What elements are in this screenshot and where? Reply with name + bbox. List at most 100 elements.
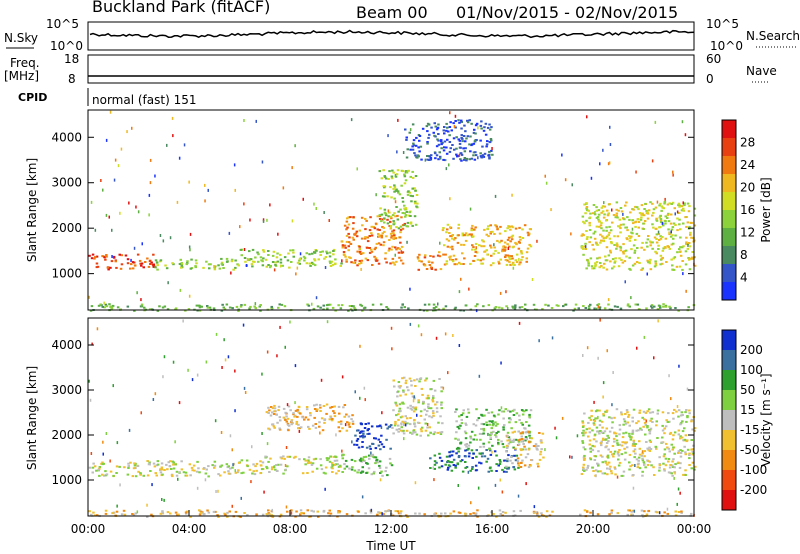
power-cell [612,265,616,268]
velocity-cell [231,466,234,469]
power-cell [99,303,102,306]
power-cell [597,213,601,216]
power-cell [512,306,515,309]
velocity-cell [311,470,314,473]
velocity-cell [381,474,384,477]
power-cell [589,257,593,260]
power-cell [450,235,453,238]
power-cell [587,209,590,212]
power-cell [633,249,637,252]
velocity-cell [520,435,523,438]
velocity-scatter-cell [643,335,646,339]
power-cell [671,234,674,237]
velocity-cell [506,460,509,463]
velocity-cell [688,454,691,456]
power-cell [615,247,618,250]
velocity-cell [155,474,158,477]
power-cell [603,262,606,265]
power-scatter-cell [166,143,168,147]
velocity-cell [384,470,387,473]
power-cell [500,239,503,242]
velocity-cell [631,431,635,434]
velocity-cell [632,441,636,444]
power-cell [361,309,364,312]
freq-label: Freq. [10,56,40,70]
colorbar-tick-label: -50 [740,443,760,457]
power-cell [475,251,479,254]
velocity-cell [410,408,414,411]
power-cell [147,265,151,268]
power-cell [654,260,657,263]
power-cell [486,140,489,143]
power-cell [488,123,491,126]
power-cell [109,306,112,308]
power-cell [462,243,466,246]
power-cell [313,264,317,267]
power-cell [412,144,416,147]
velocity-cell [583,470,586,472]
power-cell [412,139,416,142]
power-cell [96,265,100,268]
velocity-cell [435,407,439,410]
velocity-cell [641,459,645,462]
power-cell [237,264,240,267]
velocity-cell [527,466,531,469]
velocity-cell [425,397,429,400]
velocity-cell [452,510,456,513]
velocity-cell [476,419,479,422]
velocity-cell [217,515,220,518]
power-cell [303,257,307,260]
power-cell [679,250,682,253]
power-cell [155,261,159,264]
velocity-cell [112,474,115,477]
velocity-cell [491,444,494,447]
velocity-cell [161,510,164,513]
velocity-scatter-cell [381,411,383,415]
power-cell [598,308,601,311]
velocity-cell [197,467,200,470]
velocity-cell [605,427,608,430]
power-cell [437,123,440,126]
velocity-cell [435,461,438,464]
power-cell [430,126,433,129]
velocity-cell [400,510,403,513]
power-cell [388,170,391,173]
power-cell [234,266,237,269]
velocity-cell [588,439,592,442]
velocity-cell [482,445,486,448]
velocity-cell [207,465,210,468]
power-cell [248,250,251,253]
velocity-scatter-cell [470,501,472,505]
power-cell [598,220,602,223]
x-tick-label: 08:00 [273,522,308,536]
velocity-cell [638,409,642,412]
power-cell [189,267,193,270]
velocity-cell [275,464,278,466]
velocity-cell [668,450,671,453]
velocity-cell [513,468,517,471]
power-scatter-cell [536,239,538,243]
velocity-cell [671,412,675,415]
power-cell [682,207,685,210]
velocity-cell [437,421,440,424]
velocity-cell [440,403,443,406]
velocity-cell [323,421,326,424]
velocity-cell [520,440,523,443]
velocity-scatter-cell [404,423,407,427]
power-scatter-cell [149,158,152,162]
velocity-cell [624,413,627,415]
power-cell [455,147,458,150]
velocity-scatter-cell [674,471,676,475]
velocity-cell [261,513,265,516]
power-cell [662,224,665,227]
velocity-cell [394,422,397,425]
velocity-cell [367,422,370,425]
velocity-cell [672,434,675,437]
velocity-cell [690,512,693,515]
velocity-cell [639,427,642,430]
velocity-cell [460,414,463,416]
velocity-cell [406,417,409,420]
velocity-cell [610,417,613,420]
beam-label: Beam 00 [356,3,428,22]
